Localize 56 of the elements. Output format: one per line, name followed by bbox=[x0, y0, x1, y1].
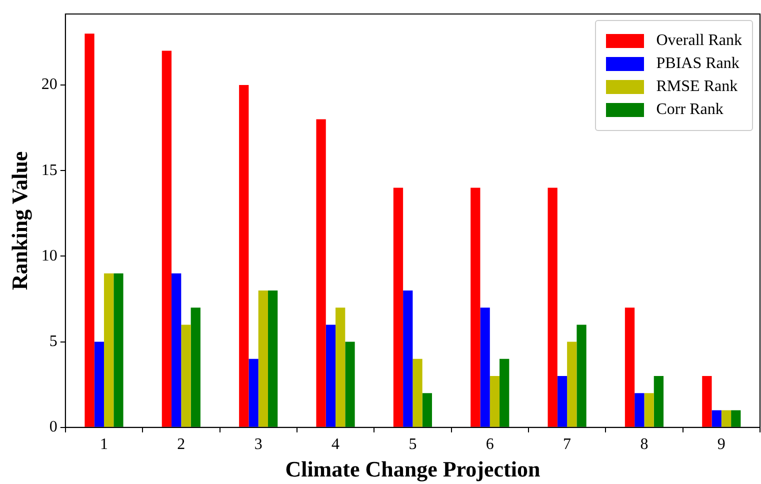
legend-label: Overall Rank bbox=[656, 32, 742, 50]
bar bbox=[500, 358, 510, 427]
bar bbox=[248, 358, 258, 427]
bar bbox=[721, 410, 732, 427]
bar bbox=[345, 342, 355, 427]
bar bbox=[403, 290, 413, 427]
bar bbox=[654, 376, 664, 427]
bar bbox=[576, 324, 586, 427]
bar bbox=[114, 273, 124, 427]
x-tick-label: 4 bbox=[332, 436, 340, 454]
bar bbox=[94, 342, 104, 427]
x-tick-label: 3 bbox=[254, 436, 262, 454]
x-tick-label: 8 bbox=[640, 436, 648, 454]
bar bbox=[731, 410, 741, 427]
y-tick-label: 5 bbox=[49, 333, 58, 350]
bar bbox=[393, 188, 404, 427]
bar bbox=[557, 376, 568, 427]
x-tick-label: 9 bbox=[717, 436, 726, 454]
bar bbox=[104, 273, 114, 427]
legend-label: PBIAS Rank bbox=[656, 55, 740, 73]
y-tick-label: 20 bbox=[41, 76, 58, 94]
bar bbox=[422, 393, 432, 427]
bar bbox=[316, 119, 326, 427]
bar bbox=[712, 410, 722, 427]
x-axis-title: Climate Change Projection bbox=[285, 456, 540, 482]
bar bbox=[268, 290, 278, 427]
bar bbox=[181, 324, 191, 427]
bar bbox=[336, 308, 346, 427]
legend-label: RMSE Rank bbox=[656, 78, 738, 96]
bar bbox=[702, 376, 712, 427]
y-tick-label: 15 bbox=[41, 162, 58, 179]
bar bbox=[258, 290, 268, 427]
x-tick-label: 2 bbox=[177, 436, 186, 454]
bar bbox=[470, 188, 480, 427]
bar bbox=[326, 324, 336, 427]
x-tick-label: 1 bbox=[100, 436, 108, 454]
bar bbox=[172, 273, 182, 427]
bar bbox=[480, 308, 490, 427]
bar bbox=[412, 358, 422, 427]
bar bbox=[567, 342, 577, 427]
bar bbox=[490, 376, 500, 427]
bar bbox=[239, 85, 249, 427]
y-tick-label: 10 bbox=[41, 247, 58, 264]
x-tick-label: 7 bbox=[563, 436, 572, 454]
bar bbox=[634, 393, 644, 427]
bar bbox=[84, 34, 94, 427]
y-tick-label: 0 bbox=[49, 418, 58, 436]
x-tick-label: 6 bbox=[486, 436, 494, 454]
legend-label: Corr Rank bbox=[656, 101, 724, 119]
bar bbox=[162, 50, 172, 427]
y-axis-title: Ranking Value bbox=[6, 151, 32, 290]
bar bbox=[190, 308, 200, 427]
bar bbox=[548, 188, 558, 427]
x-tick-label: 5 bbox=[408, 436, 417, 454]
bar bbox=[644, 393, 654, 427]
bar bbox=[624, 308, 635, 427]
